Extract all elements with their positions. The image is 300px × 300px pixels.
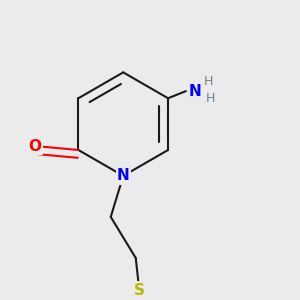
- Text: O: O: [28, 139, 41, 154]
- Text: N: N: [188, 84, 201, 99]
- Text: N: N: [117, 168, 130, 183]
- Text: S: S: [134, 283, 145, 298]
- Text: H: H: [206, 92, 216, 105]
- Text: H: H: [204, 75, 213, 88]
